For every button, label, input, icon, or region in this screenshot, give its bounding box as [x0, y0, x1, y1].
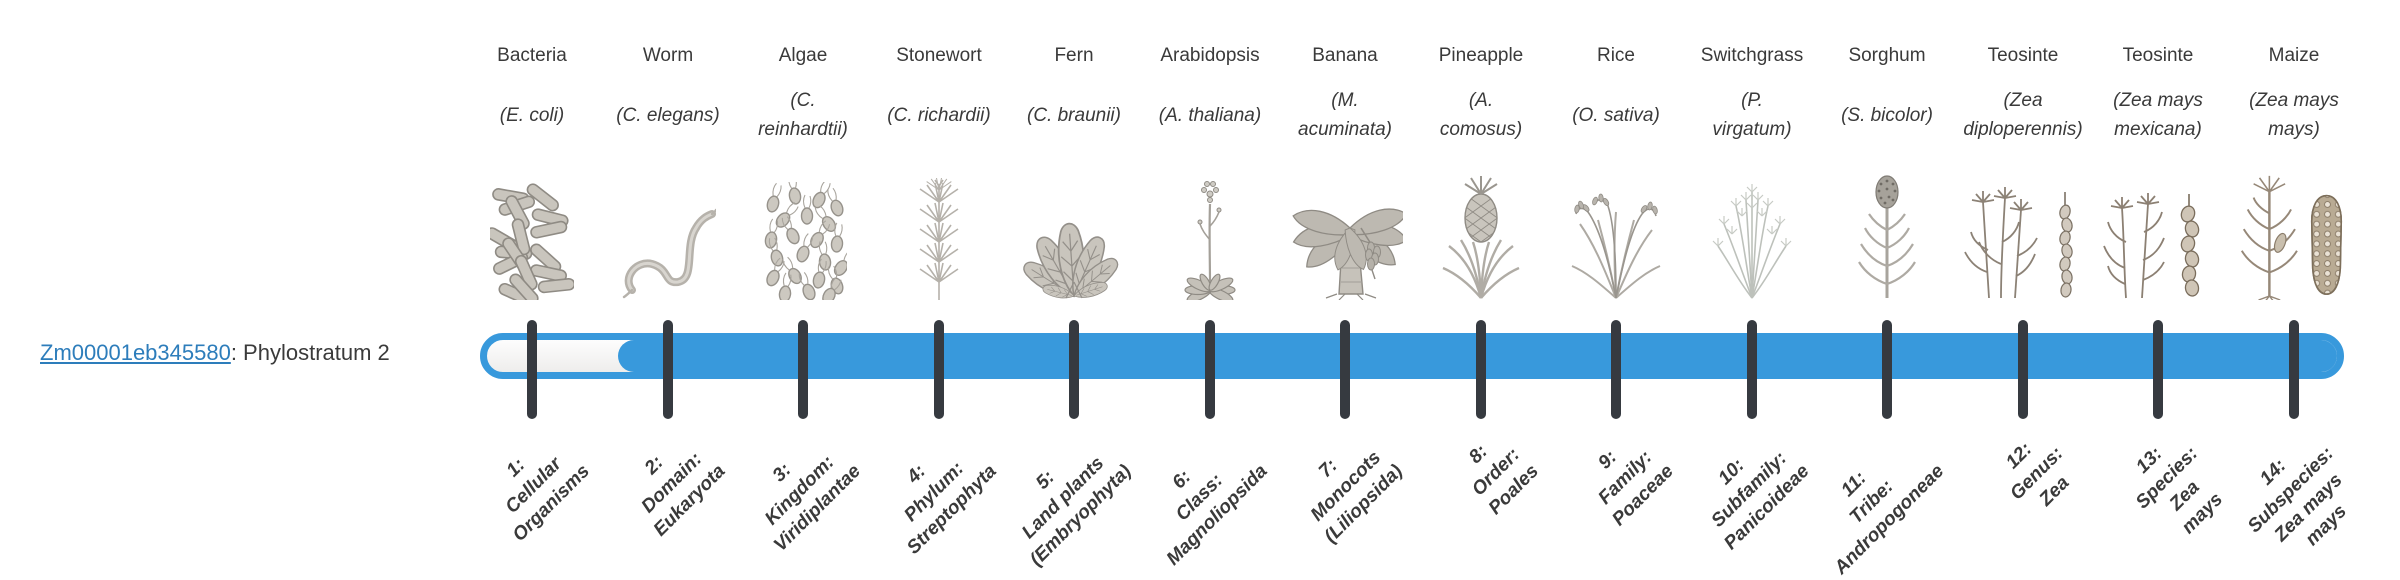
organism-species-name: (A. thaliana) [1158, 104, 1262, 126]
phylostratum-column-14: Maize (Zea mays mays) [2226, 0, 2362, 580]
phylostratum-text: : Phylostratum 2 [230, 340, 390, 365]
phylostratum-stage-label: 4: Phylum: Streptophyta [900, 458, 1001, 559]
organism-species-name: (E. coli) [499, 104, 565, 126]
phylostratum-column-5: Fern (C. braunii) 5: Land plants (Embryo… [1006, 0, 1142, 580]
organism-common-name: Teosinte [2122, 45, 2194, 66]
switchgrass-illustration [1684, 168, 1820, 300]
organism-common-name: Rice [1596, 45, 1635, 66]
phylostratum-tick [934, 320, 944, 419]
phylostratum-column-13: Teosinte (Zea mays mexicana) [2090, 0, 2227, 580]
phylostratum-tick [1340, 320, 1350, 419]
phylostratum-tick [1205, 320, 1215, 419]
organism-species-name: (P. virgatum) [1712, 90, 1792, 140]
banana-illustration [1277, 168, 1413, 300]
phylostratum-stage-label: 5: Land plants (Embryophyta) [1017, 452, 1136, 571]
organism-common-name: Sorghum [1848, 45, 1926, 66]
organism-species-name: (Zea diploperennis) [1963, 90, 2083, 140]
phylostratum-tick [663, 320, 673, 419]
organism-species-name: (Zea mays mays) [2249, 90, 2339, 140]
bacteria-illustration [464, 168, 600, 300]
phylostratum-tick [527, 320, 537, 419]
phylostratum-tick [1611, 320, 1621, 419]
algae-illustration [735, 168, 871, 300]
phylostratum-stage-label: 7: Monocots (Liliopsida) [1306, 447, 1407, 548]
organism-common-name: Bacteria [497, 45, 567, 66]
phylostratum-stage-label: 1: Cellular Organisms [501, 453, 594, 546]
phylostratum-column-8: Pineapple (A. comosus) 8: Order: Poales [1413, 0, 1549, 580]
organism-common-name: Worm [642, 45, 694, 66]
organism-species-name: (M. acuminata) [1298, 90, 1392, 140]
phylostratum-tick [2153, 320, 2163, 419]
phylostratum-stage-label: 3: Kingdom: Viridiplantae [760, 451, 865, 556]
phylostratum-tick [2018, 320, 2028, 419]
gene-label: Zm00001eb345580: Phylostratum 2 [40, 339, 390, 367]
phylostratum-stage-label: 6: Class: Magnoliopsida [1162, 460, 1272, 570]
rice-illustration [1548, 168, 1684, 300]
phylostratum-bar-track [480, 333, 2344, 379]
phylostratum-tick [1747, 320, 1757, 419]
organism-species-name: (C. braunii) [1027, 104, 1121, 126]
organism-common-name: Teosinte [1987, 45, 2059, 66]
phylostratum-tick [1882, 320, 1892, 419]
fern-illustration [1006, 168, 1142, 300]
organism-common-name: Arabidopsis [1160, 45, 1260, 66]
phylostratum-column-3: Algae (C. reinhardtii) 3: Kingdom: Virid… [735, 0, 871, 580]
phylostratum-stage-label: 12: Genus: Zea [2001, 438, 2074, 511]
phylostratum-stage-label: 10: Subfamily: Panicoideae [1707, 447, 1814, 555]
phylostratum-tick [798, 320, 808, 419]
organism-species-name: (A. comosus) [1439, 90, 1523, 140]
phylostratum-column-11: Sorghum (S. bicolor) [1819, 0, 1955, 580]
teosinte-mexicana-illustration [2090, 168, 2226, 300]
phylostratum-tick [1069, 320, 1079, 419]
organism-common-name: Stonewort [896, 45, 982, 66]
organism-species-name: (O. sativa) [1572, 104, 1660, 126]
phylostratum-column-1: Bacteria (E. coli) 1: Cellular Organi [464, 0, 600, 580]
phylostratum-column-4: Stonewort (C. richardii) 4: Phylum: Stre… [871, 0, 1007, 580]
phylostratum-stage-label: 13: Species: Zea mays [2131, 443, 2227, 539]
organism-species-name: (C. elegans) [616, 104, 720, 126]
phylostratum-tick [1476, 320, 1486, 419]
phylostratum-stage-label: 14: Subspecies: Zea mays mays [2243, 443, 2351, 551]
phylostratum-column-2: Worm (C. elegans) 2: Domain: Eukaryota [600, 0, 736, 580]
phylostratum-column-10: Switchgrass (P. virgatum) [1684, 0, 1820, 580]
phylostratum-column-6: Arabidopsis (A. thaliana) [1142, 0, 1278, 580]
organism-common-name: Maize [2268, 45, 2320, 66]
phylostratum-stage-label: 2: Domain: Eukaryota [637, 448, 730, 541]
phylostratum-stage-label: 9: Family: Poaceae [1594, 446, 1678, 531]
organism-species-name: (C. reinhardtii) [758, 90, 848, 140]
phylostratum-column-12: Teosinte (Zea diploperennis) [1955, 0, 2091, 580]
phylostratum-tick [2289, 320, 2299, 419]
organism-common-name: Pineapple [1438, 45, 1524, 66]
worm-illustration [600, 168, 736, 300]
organism-species-name: (S. bicolor) [1841, 104, 1933, 126]
organism-species-name: (C. richardii) [887, 104, 991, 126]
phylostratum-column-9: Rice (O. sativa) [1548, 0, 1684, 580]
organism-species-name: (Zea mays mexicana) [2113, 90, 2203, 140]
arabidopsis-illustration [1142, 168, 1278, 300]
phylostratum-stage-label: 8: Order: Poales [1464, 441, 1543, 519]
organism-common-name: Fern [1054, 45, 1094, 66]
organism-common-name: Switchgrass [1700, 45, 1804, 66]
gene-id-link[interactable]: Zm00001eb345580 [40, 340, 231, 365]
teosinte-diploperennis-illustration [1955, 168, 2091, 300]
phylostratum-column-7: Banana (M. acuminata) [1277, 0, 1413, 580]
stonewort-illustration [871, 168, 1007, 300]
sorghum-illustration [1819, 168, 1955, 300]
pineapple-illustration [1413, 168, 1549, 300]
maize-illustration [2226, 168, 2362, 300]
organism-common-name: Algae [778, 45, 828, 66]
organism-common-name: Banana [1312, 45, 1378, 66]
